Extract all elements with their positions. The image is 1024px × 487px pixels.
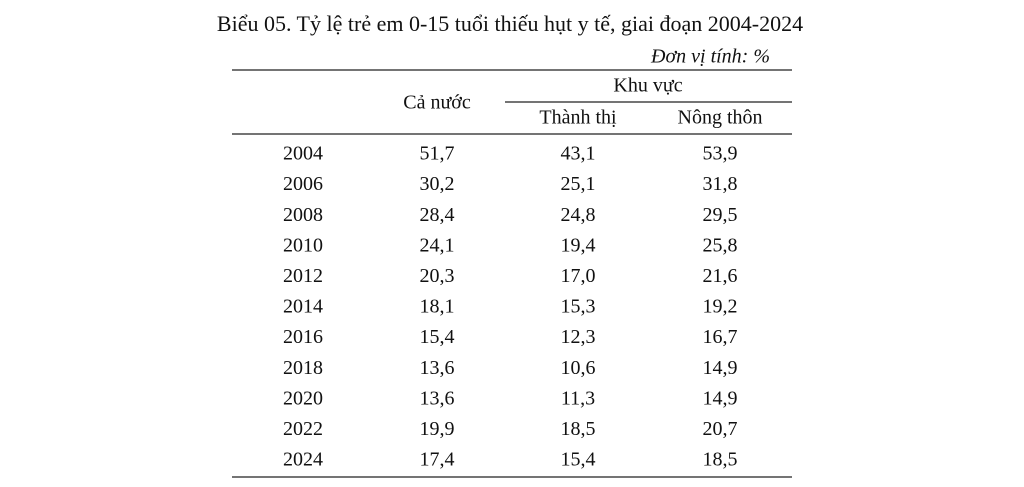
year-cell: 2012	[283, 265, 323, 287]
national-cell: 15,4	[420, 326, 455, 348]
header-urban: Thành thị	[539, 107, 617, 129]
year-cell: 2010	[283, 234, 323, 256]
rural-cell: 31,8	[703, 173, 738, 195]
urban-cell: 19,4	[561, 234, 596, 256]
year-cell: 2006	[283, 173, 323, 195]
national-cell: 18,1	[420, 296, 455, 318]
title: Biểu 05. Tỷ lệ trẻ em 0-15 tuổi thiếu hụ…	[217, 11, 803, 36]
urban-cell: 15,3	[561, 296, 596, 318]
rural-cell: 14,9	[703, 357, 738, 379]
urban-cell: 15,4	[561, 449, 596, 471]
rural-cell: 19,2	[703, 296, 738, 318]
urban-cell: 43,1	[561, 143, 596, 165]
urban-cell: 12,3	[561, 326, 596, 348]
urban-cell: 18,5	[561, 418, 596, 440]
header-rural: Nông thôn	[678, 107, 763, 129]
year-cell: 2008	[283, 204, 323, 226]
national-cell: 19,9	[420, 418, 455, 440]
rural-cell: 14,9	[703, 387, 738, 409]
rural-cell: 16,7	[703, 326, 738, 348]
year-cell: 2004	[283, 143, 323, 165]
national-cell: 30,2	[420, 173, 455, 195]
year-cell: 2014	[283, 296, 323, 318]
year-cell: 2016	[283, 326, 323, 348]
urban-cell: 10,6	[561, 357, 596, 379]
national-cell: 13,6	[420, 387, 455, 409]
national-cell: 28,4	[420, 204, 455, 226]
rural-cell: 25,8	[703, 234, 738, 256]
header-national: Cả nước	[403, 92, 471, 114]
national-cell: 24,1	[420, 234, 455, 256]
unit-note: Đơn vị tính: %	[650, 46, 770, 68]
urban-cell: 17,0	[561, 265, 596, 287]
year-cell: 2022	[283, 418, 323, 440]
header-region: Khu vực	[613, 75, 682, 97]
national-cell: 13,6	[420, 357, 455, 379]
national-cell: 17,4	[420, 449, 455, 471]
year-cell: 2018	[283, 357, 323, 379]
rural-cell: 18,5	[703, 449, 738, 471]
national-cell: 51,7	[420, 143, 455, 165]
urban-cell: 24,8	[561, 204, 596, 226]
year-cell: 2020	[283, 387, 323, 409]
urban-cell: 11,3	[561, 387, 595, 409]
urban-cell: 25,1	[561, 173, 596, 195]
rural-cell: 53,9	[703, 143, 738, 165]
rural-cell: 21,6	[703, 265, 738, 287]
rural-cell: 20,7	[703, 418, 738, 440]
rural-cell: 29,5	[703, 204, 738, 226]
year-cell: 2024	[283, 449, 323, 471]
national-cell: 20,3	[420, 265, 455, 287]
